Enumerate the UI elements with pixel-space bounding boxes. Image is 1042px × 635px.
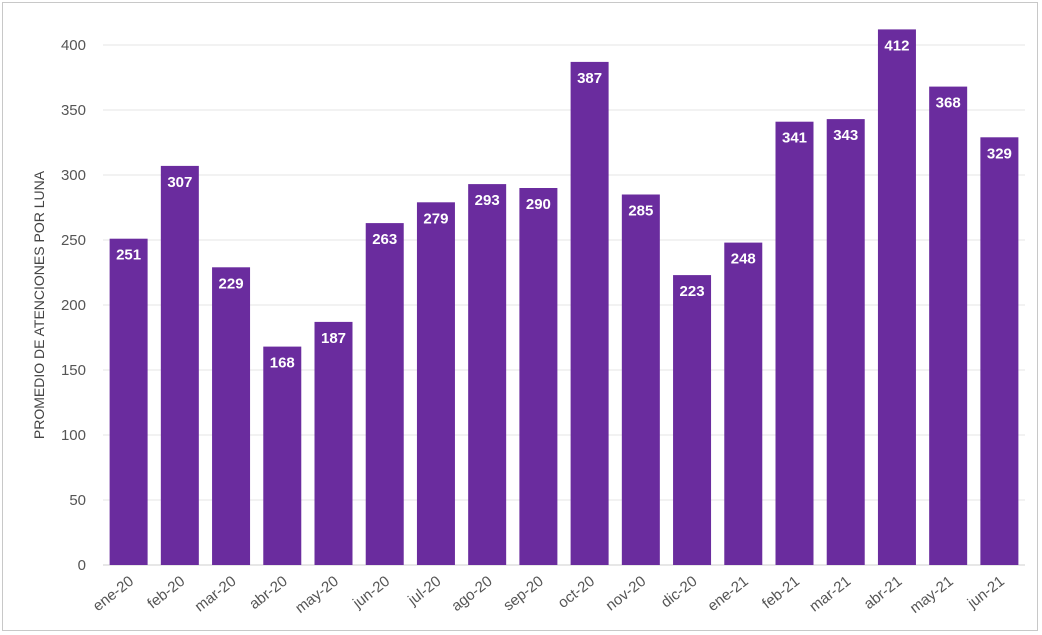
bar [212, 267, 251, 565]
bar [673, 275, 712, 565]
bar [570, 61, 609, 566]
data-label: 387 [577, 70, 602, 87]
y-tick-label: 300 [61, 167, 86, 184]
y-tick-label: 50 [69, 492, 86, 509]
x-tick-label: sep-20 [500, 573, 547, 615]
x-tick-label: jul-20 [404, 573, 444, 610]
y-axis-label: PROMEDIO DE ATENCIONES POR LUNA [31, 170, 47, 439]
data-label: 329 [987, 145, 1012, 162]
y-tick-label: 200 [61, 297, 86, 314]
x-tick-label: abr-21 [861, 573, 906, 613]
bar [929, 86, 968, 565]
x-tick-label: mar-20 [192, 573, 240, 616]
bar [621, 194, 660, 565]
x-tick-label: dic-20 [658, 573, 701, 612]
x-tick-label: feb-21 [759, 573, 803, 613]
bar [519, 188, 558, 565]
data-label: 293 [475, 192, 500, 209]
data-label: 168 [270, 355, 295, 372]
bar [980, 137, 1019, 566]
x-tick-label: oct-20 [555, 573, 598, 612]
data-label: 290 [526, 196, 551, 213]
bar [314, 321, 353, 565]
y-tick-label: 250 [61, 232, 86, 249]
data-label: 285 [628, 203, 653, 220]
x-tick-label: may-21 [907, 573, 957, 617]
y-tick-label: 150 [61, 362, 86, 379]
data-label: 248 [731, 251, 756, 268]
x-tick-label: ene-21 [704, 573, 751, 615]
gridlines [103, 44, 1025, 566]
data-label: 187 [321, 330, 346, 347]
data-label: 251 [116, 247, 141, 264]
bar [416, 202, 455, 566]
data-label: 223 [680, 283, 705, 300]
x-axis-ticks: ene-20 feb-20 mar-20 abr-20 may-20 jun-20 jul-… [90, 573, 1008, 617]
bar [365, 223, 404, 565]
bar [160, 165, 199, 565]
x-tick-label: nov-20 [603, 573, 650, 615]
bar [109, 238, 148, 565]
bar [877, 29, 916, 565]
x-tick-label: feb-20 [144, 573, 188, 613]
data-label: 307 [167, 174, 192, 191]
bar [826, 119, 865, 565]
x-tick-label: ene-20 [90, 573, 137, 615]
y-tick-label: 100 [61, 427, 86, 444]
data-label: 263 [372, 231, 397, 248]
y-tick-label: 350 [61, 102, 86, 119]
x-tick-label: mar-21 [806, 573, 854, 616]
data-label: 229 [219, 275, 244, 292]
y-axis-ticks: 0 50 100 150 200 250 300 350 400 [61, 37, 86, 574]
bar [263, 346, 302, 565]
data-label: 412 [884, 37, 909, 54]
data-label: 279 [423, 210, 448, 227]
bar [775, 121, 814, 565]
x-tick-label: may-20 [292, 573, 342, 617]
data-label: 343 [833, 127, 858, 144]
x-tick-label: ago-20 [448, 573, 495, 615]
x-tick-label: jun-21 [964, 573, 1008, 613]
y-tick-label: 0 [78, 557, 86, 574]
data-label: 368 [936, 95, 961, 112]
y-tick-label: 400 [61, 37, 86, 54]
x-tick-label: jun-20 [349, 573, 393, 613]
bar [468, 184, 507, 565]
bar [724, 242, 763, 565]
x-tick-label: abr-20 [246, 573, 291, 613]
data-label: 341 [782, 130, 807, 147]
bars: 251 307 229 168 187 263 279 293 290 387 285 223 248 3… [109, 29, 1019, 566]
